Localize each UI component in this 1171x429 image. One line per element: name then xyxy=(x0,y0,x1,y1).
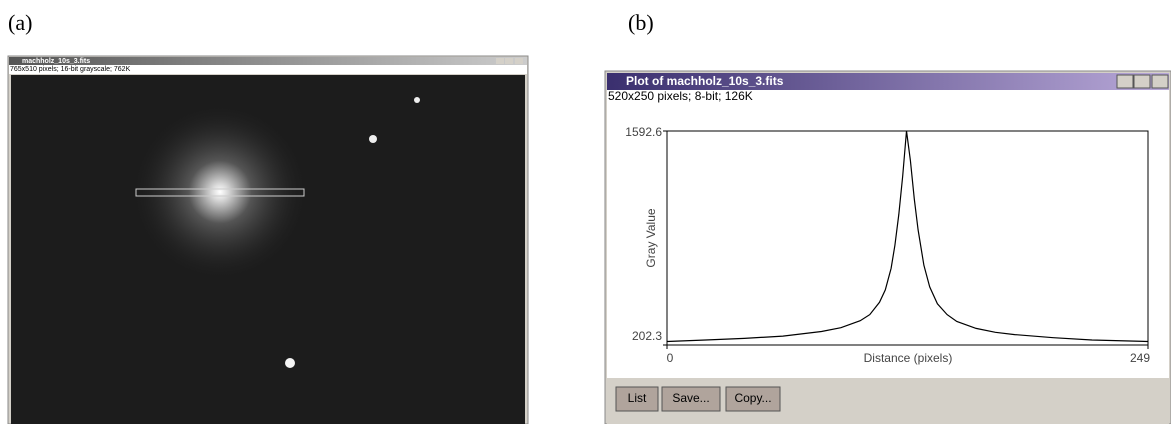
comet xyxy=(130,102,310,282)
x-tick-label: 0 xyxy=(667,351,674,365)
button-label: Save... xyxy=(672,391,709,405)
x-axis-label: Distance (pixels) xyxy=(864,351,953,365)
screenshot: (a) (b) machholz_10s_3.fits 765x510 pixe… xyxy=(0,0,1171,424)
y-tick-label: 202.3 xyxy=(632,329,662,343)
star xyxy=(414,97,420,103)
star xyxy=(285,358,295,368)
panel-label: (b) xyxy=(628,10,654,35)
plot-area-bg xyxy=(607,90,1169,424)
window-controls[interactable] xyxy=(496,58,523,64)
button-label: List xyxy=(628,391,647,405)
window-controls[interactable] xyxy=(1117,75,1168,88)
window-title: machholz_10s_3.fits xyxy=(22,58,90,65)
y-axis-label: Gray Value xyxy=(644,208,658,267)
window-title: Plot of machholz_10s_3.fits xyxy=(626,74,784,88)
panel-label: (a) xyxy=(8,10,32,35)
y-tick-label: 1592.6 xyxy=(625,125,662,139)
page: (a) (b) machholz_10s_3.fits 765x510 pixe… xyxy=(0,0,1171,424)
star xyxy=(369,135,377,143)
x-tick-label: 249 xyxy=(1130,351,1150,365)
window-info: 765x510 pixels; 16-bit grayscale; 762K xyxy=(10,66,131,73)
button-label: Copy... xyxy=(734,391,771,405)
window-info: 520x250 pixels; 8-bit; 126K xyxy=(608,89,753,103)
